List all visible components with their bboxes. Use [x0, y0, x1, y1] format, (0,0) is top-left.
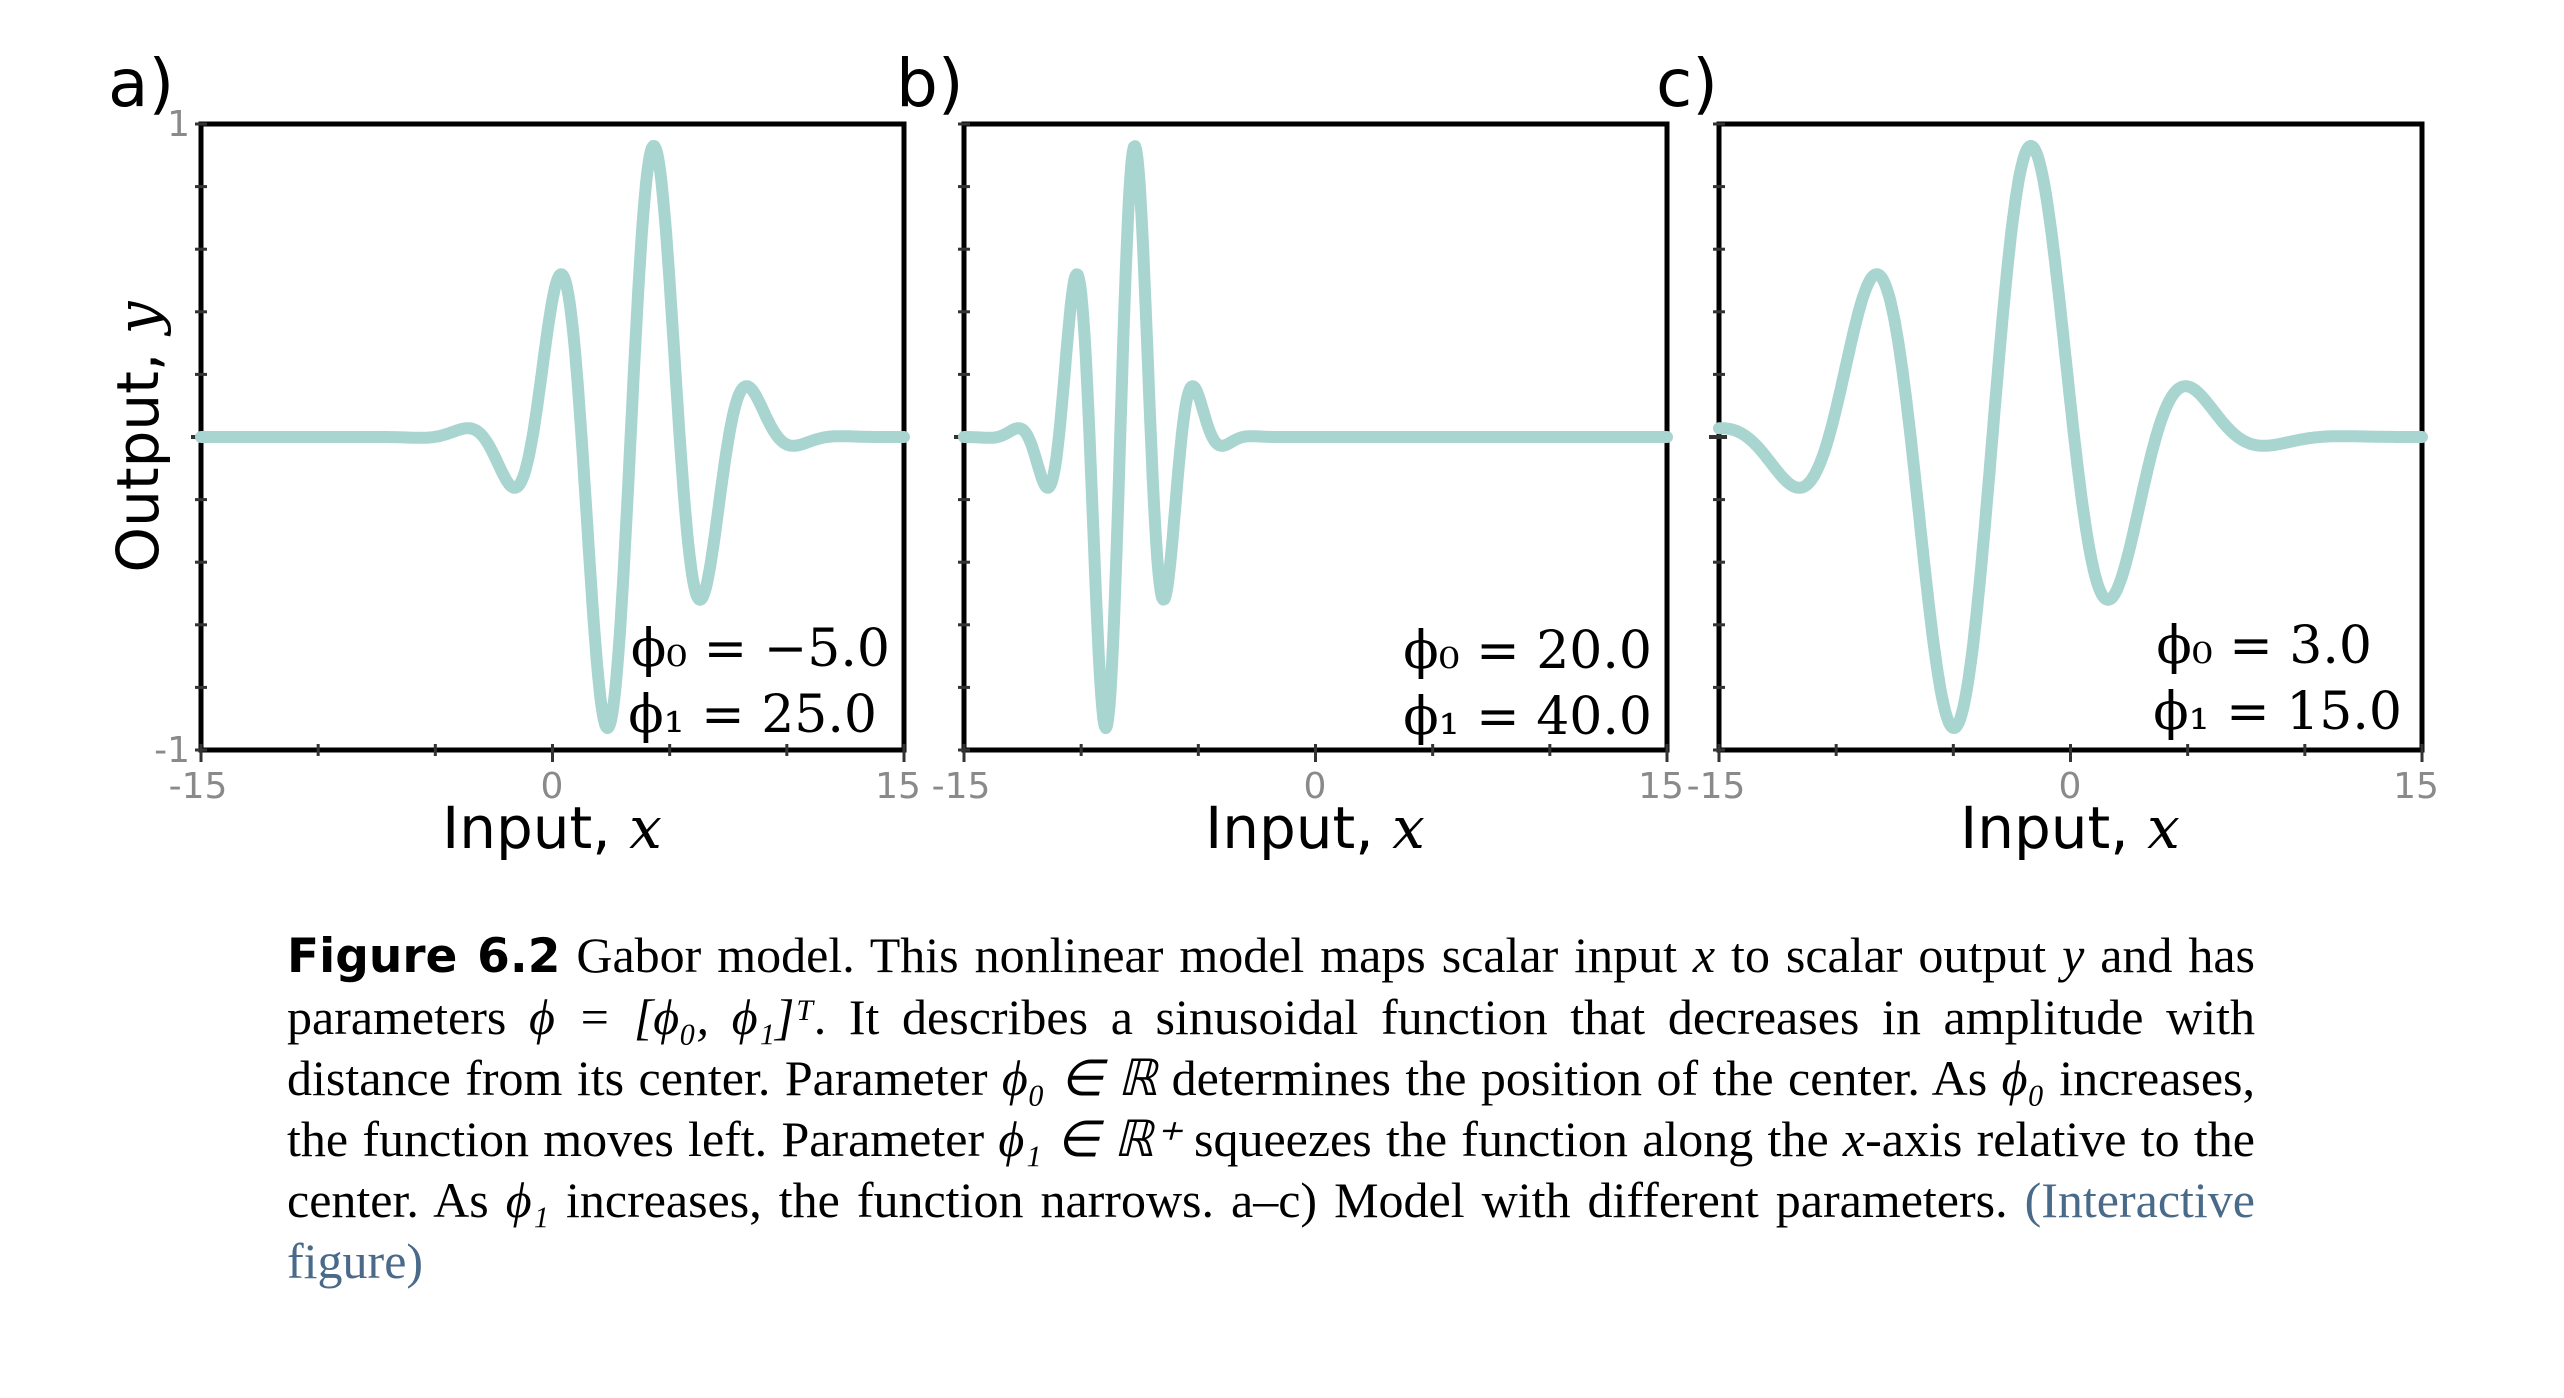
y-tick-label-top-a: 1 [167, 104, 190, 145]
param-phi0-b: ϕ₀ = 20.0 [1403, 621, 1652, 681]
x-ticks-b [962, 744, 1669, 762]
x-axis-label-c: Input, x [1960, 794, 2180, 862]
x-axis-label-a: Input, x [442, 794, 662, 862]
caption-text: -axis relative to the center. As [287, 1111, 2255, 1228]
caption-text: increases, the function narrows. a–c) Mo… [548, 1172, 2025, 1228]
caption-text: Gabor model. This nonlinear model maps s… [560, 927, 1693, 983]
x-tick-label-mid-c: 0 [2059, 766, 2082, 807]
caption-text: . It describes a sinusoidal function tha… [287, 989, 2256, 1106]
gabor-curve-b [958, 140, 1673, 735]
caption-text: to scalar output [1715, 927, 2063, 983]
caption-math: x [1842, 1111, 1866, 1167]
param-phi1-b: ϕ₁ = 40.0 [1403, 687, 1652, 747]
param-phi0-a: ϕ₀ = −5.0 [631, 619, 890, 679]
param-phi0-c: ϕ₀ = 3.0 [2156, 616, 2372, 676]
x-tick-label-left-a: -15 [169, 766, 228, 807]
caption-math: ϕ₀ ∈ ℝ [1001, 1050, 1158, 1106]
caption-math: x [1692, 927, 1716, 983]
gabor-curve-c [1713, 139, 2428, 734]
x-ticks-a [199, 744, 906, 762]
panel-letter-b: b) [896, 45, 964, 122]
panel-letter-c: c) [1656, 45, 1718, 122]
x-ticks-c [1717, 744, 2424, 762]
gabor-curve-a [195, 140, 910, 735]
x-tick-label-left-c: -15 [1687, 766, 1746, 807]
x-tick-label-right-b: 15 [1638, 766, 1684, 807]
x-tick-label-mid-a: 0 [541, 766, 564, 807]
caption-text: and has parameters [287, 927, 2255, 1045]
panel-a: a) 1 -1 -15 0 15 ϕ₀ = −5.0 ϕ₁ = 25.0 Inp… [104, 45, 921, 862]
x-tick-label-right-c: 15 [2393, 766, 2439, 807]
figure: a) 1 -1 -15 0 15 ϕ₀ = −5.0 ϕ₁ = 25.0 Inp… [104, 45, 2439, 862]
panel-b: b) -15 0 15 ϕ₀ = 20.0 ϕ₁ = 40.0 Input, x [896, 45, 1684, 862]
figure-caption: Figure 6.2 Gabor model. This nonlinear m… [287, 925, 2255, 1292]
interactive-figure-link[interactable]: (Interactive figure) [287, 1172, 2255, 1289]
caption-math: ϕ₁ [505, 1172, 549, 1228]
caption-math: ϕ = [ϕ₀, ϕ₁]ᵀ [528, 989, 814, 1045]
param-phi1-c: ϕ₁ = 15.0 [2153, 682, 2402, 742]
caption-math: ϕ₁ ∈ ℝ⁺ [998, 1111, 1180, 1167]
x-tick-label-left-b: -15 [932, 766, 991, 807]
x-tick-label-right-a: 15 [875, 766, 921, 807]
caption-text: determines the position of the center. A… [1157, 1050, 2002, 1106]
caption-text: increases, the function moves left. Para… [287, 1050, 2255, 1167]
panel-letter-a: a) [108, 45, 174, 122]
x-axis-label-b: Input, x [1205, 794, 1425, 862]
y-ticks-a [191, 122, 209, 752]
caption-text: squeezes the function along the [1179, 1111, 1843, 1167]
figure-label: Figure 6.2 [287, 929, 561, 984]
y-tick-label-bottom-a: -1 [154, 730, 190, 771]
caption-math: ϕ₀ [2001, 1050, 2045, 1106]
caption-math: y [2062, 927, 2085, 983]
param-phi1-a: ϕ₁ = 25.0 [628, 685, 877, 745]
y-axis-label: Output, y [104, 300, 172, 572]
panel-c: c) -15 0 15 ϕ₀ = 3.0 ϕ₁ = 15.0 Input, x [1656, 45, 2439, 862]
x-tick-label-mid-b: 0 [1304, 766, 1327, 807]
